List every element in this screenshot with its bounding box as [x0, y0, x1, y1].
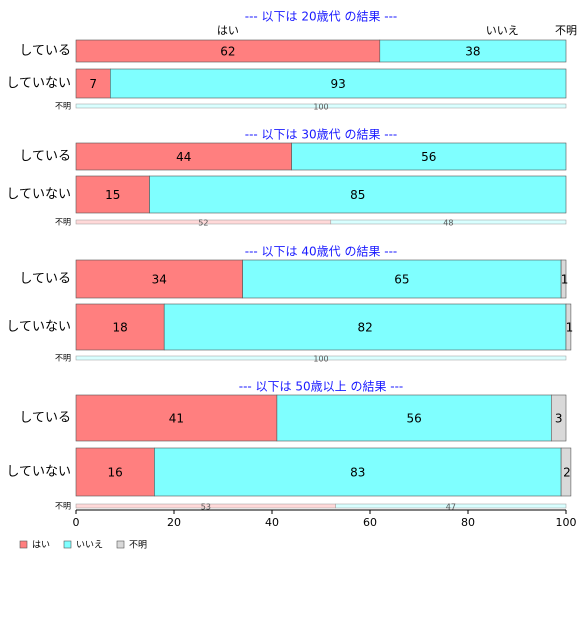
- bar-value-label: 41: [169, 412, 184, 426]
- category-label: している: [19, 411, 71, 426]
- legend-swatch: [19, 540, 28, 549]
- unknown-bar-value: 100: [313, 103, 328, 112]
- unknown-bar-segment: [335, 503, 567, 509]
- bar-value-label: 65: [394, 273, 409, 287]
- bar-segment: [560, 447, 572, 497]
- bar-segment: [75, 142, 292, 171]
- bar-segment: [550, 394, 567, 442]
- x-tick-label: 60: [363, 516, 377, 529]
- panel-title: --- 以下は 40歳代 の結果 ---: [245, 245, 398, 259]
- panel-title: --- 以下は 50歳以上 の結果 ---: [239, 380, 404, 394]
- bar-value-label: 93: [331, 77, 346, 91]
- legend-label: はい: [32, 540, 50, 551]
- bar-value-label: 3: [555, 412, 563, 426]
- unknown-bar-segment: [75, 103, 567, 109]
- unknown-bar-value: 47: [446, 503, 456, 512]
- bar-segment: [163, 303, 567, 351]
- unknown-bar-value: 52: [198, 219, 208, 228]
- unknown-row-label: 不明: [55, 102, 71, 111]
- unknown-row-label: 不明: [55, 502, 71, 511]
- x-tick-label: 0: [73, 516, 80, 529]
- category-label: していない: [6, 187, 71, 202]
- bar-segment: [110, 68, 567, 99]
- bar-value-label: 85: [350, 188, 365, 202]
- bar-segment: [276, 394, 552, 442]
- bar-segment: [560, 259, 567, 299]
- unknown-bar-value: 48: [443, 219, 453, 228]
- header-label-no: いいえ: [486, 24, 519, 37]
- bar-value-label: 34: [152, 273, 167, 287]
- unknown-bar-value: 100: [313, 355, 328, 364]
- bar-value-label: 16: [108, 466, 123, 480]
- bar-value-label: 56: [406, 412, 421, 426]
- bar-segment: [75, 68, 111, 99]
- legend-swatch: [116, 540, 125, 549]
- x-tick-label: 20: [167, 516, 181, 529]
- category-label: している: [19, 272, 71, 287]
- category-label: していない: [6, 320, 71, 335]
- bar-segment: [75, 175, 150, 214]
- category-label: している: [19, 149, 71, 164]
- panel-title: --- 以下は 30歳代 の結果 ---: [245, 128, 398, 142]
- bar-segment: [291, 142, 567, 171]
- bar-value-label: 82: [357, 321, 372, 335]
- bar-segment: [75, 259, 243, 299]
- bar-value-label: 44: [176, 150, 191, 164]
- header-label-yes: はい: [217, 24, 239, 37]
- bar-segment: [154, 447, 562, 497]
- x-tick-label: 40: [265, 516, 279, 529]
- bar-value-label: 1: [566, 321, 574, 335]
- panel-title: --- 以下は 20歳代 の結果 ---: [245, 10, 398, 24]
- x-tick-label: 80: [461, 516, 475, 529]
- bar-segment: [379, 39, 567, 63]
- header-label-unknown: 不明: [555, 24, 577, 37]
- category-label: している: [19, 44, 71, 59]
- bar-value-label: 83: [350, 466, 365, 480]
- bar-value-label: 7: [89, 77, 97, 91]
- bar-value-label: 38: [465, 45, 480, 59]
- unknown-bar-segment: [75, 355, 567, 361]
- unknown-bar-value: 53: [201, 503, 211, 512]
- unknown-bar-segment: [330, 219, 567, 225]
- bar-value-label: 15: [105, 188, 120, 202]
- legend-label: いいえ: [76, 540, 103, 551]
- legend-swatch: [63, 540, 72, 549]
- bar-segment: [75, 303, 165, 351]
- bar-value-label: 2: [563, 466, 571, 480]
- bar-value-label: 18: [112, 321, 127, 335]
- category-label: していない: [6, 76, 71, 91]
- bar-value-label: 56: [421, 150, 436, 164]
- bar-segment: [75, 394, 278, 442]
- unknown-row-label: 不明: [55, 218, 71, 227]
- x-tick-label: 100: [556, 516, 577, 529]
- bar-segment: [565, 303, 572, 351]
- bar-value-label: 62: [220, 45, 235, 59]
- bar-segment: [149, 175, 567, 214]
- bar-value-label: 1: [561, 273, 569, 287]
- unknown-row-label: 不明: [55, 354, 71, 363]
- legend-label: 不明: [129, 540, 147, 551]
- category-label: していない: [6, 465, 71, 480]
